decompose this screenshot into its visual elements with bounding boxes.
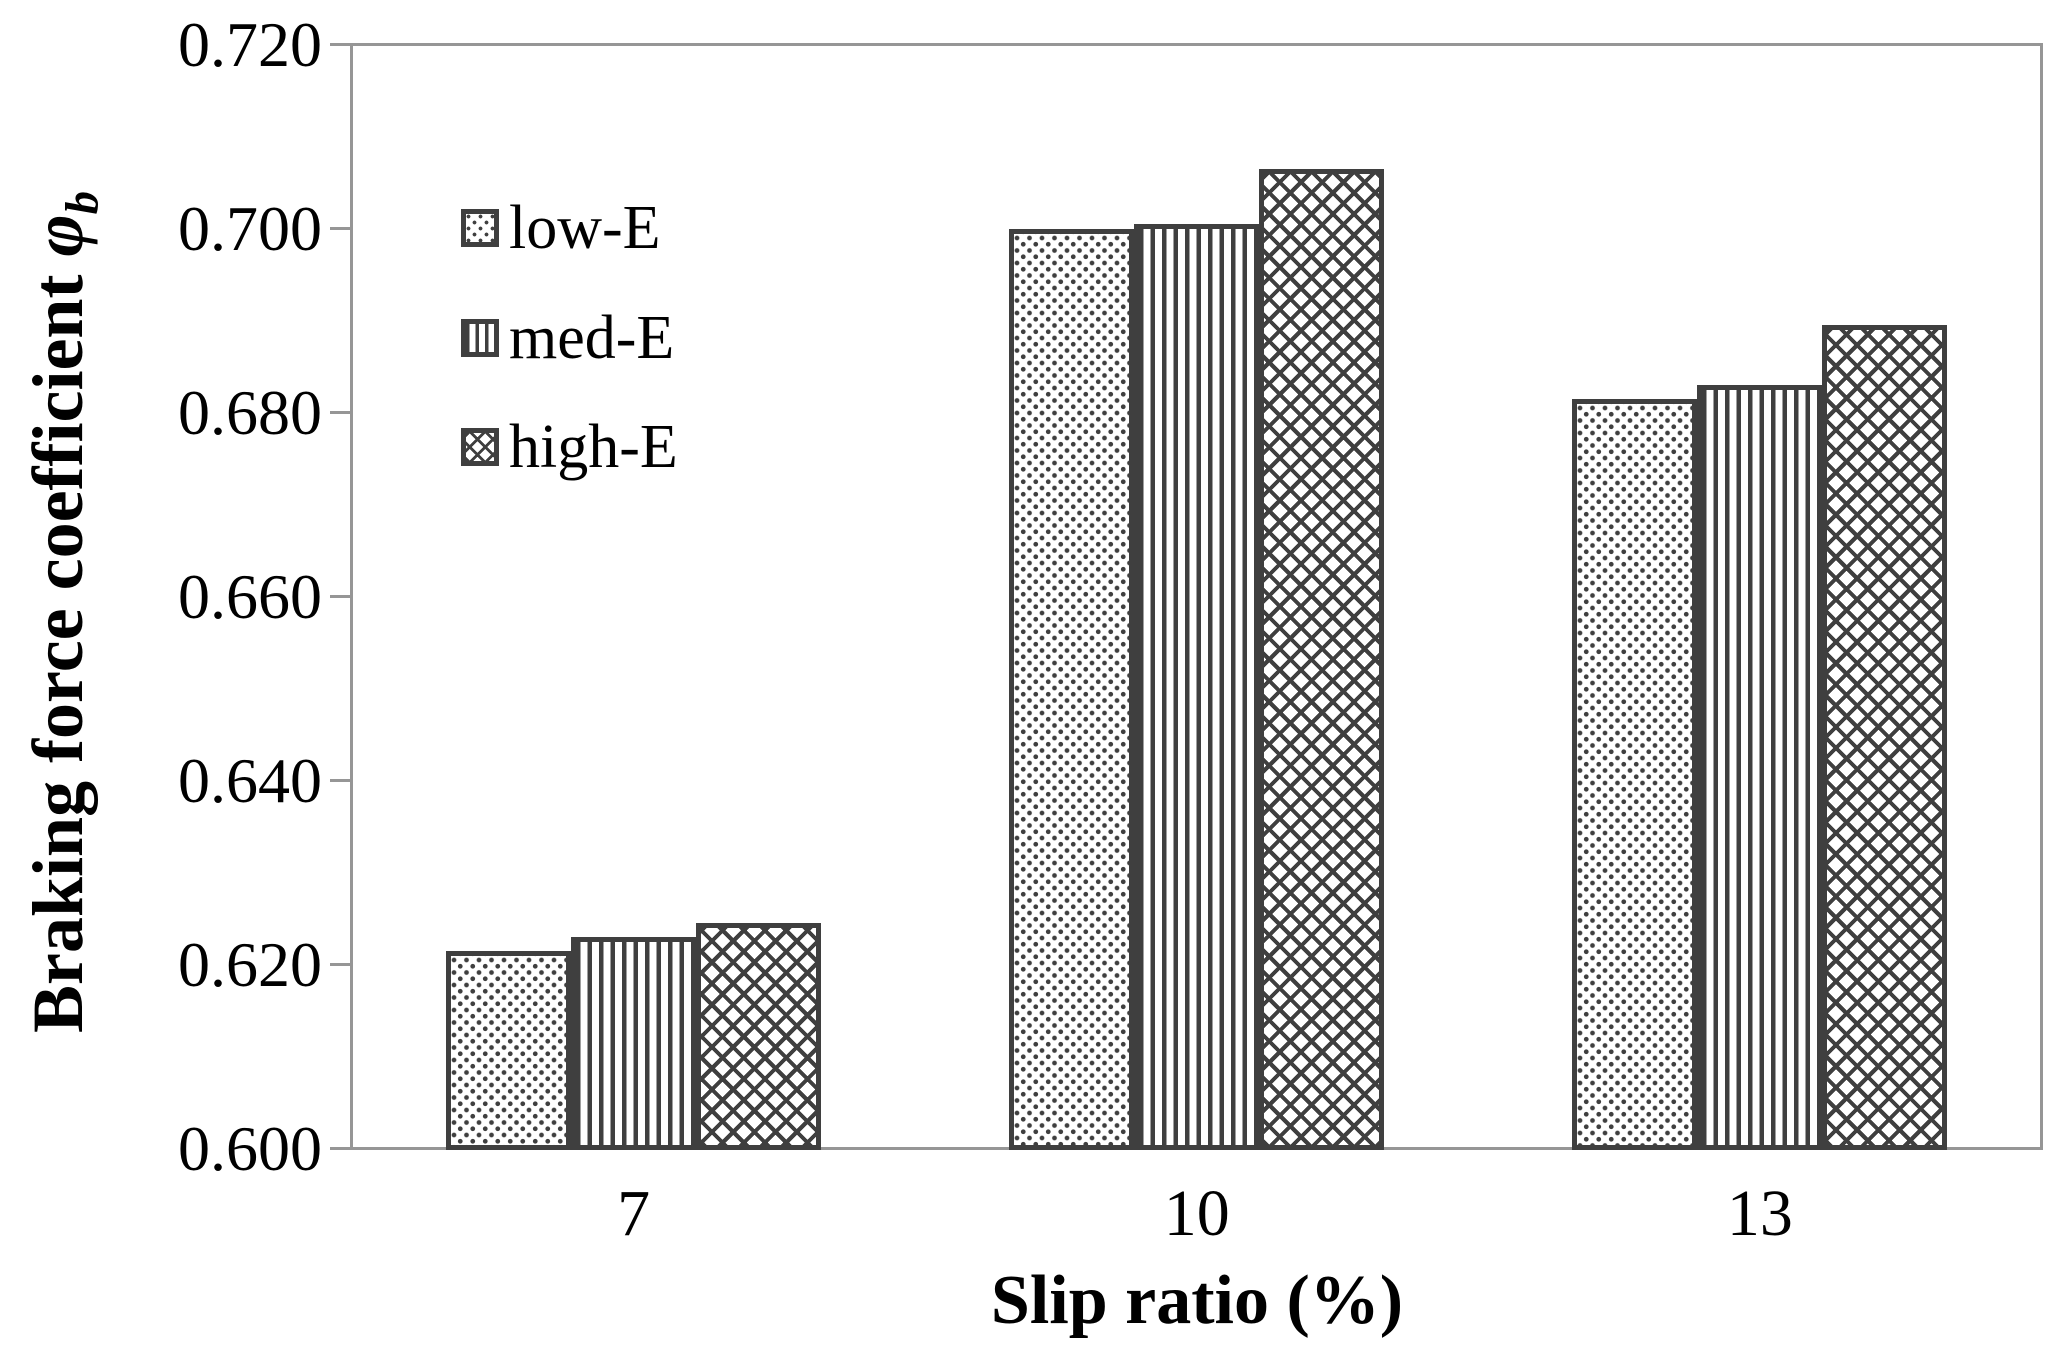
bar-high-E-13 (1822, 325, 1947, 1150)
y-tick-mark-0.660 (330, 595, 352, 598)
bar-low-E-10 (1009, 229, 1134, 1150)
y-tick-mark-0.720 (330, 43, 352, 46)
y-tick-mark-0.600 (330, 1147, 352, 1150)
y-tick-mark-0.640 (330, 779, 352, 782)
legend-item-low-E: low-E (461, 197, 661, 259)
x-tick-label-7: 7 (617, 1177, 651, 1250)
bar-med-E-7 (571, 937, 696, 1150)
bar-med-E-10 (1134, 224, 1259, 1150)
y-tick-mark-0.620 (330, 963, 352, 966)
y-tick-label-0.660: 0.660 (178, 560, 322, 632)
bar-high-E-10 (1259, 169, 1384, 1150)
y-tick-mark-0.680 (330, 411, 352, 414)
y-axis-title-text: Braking force coefficient (18, 256, 98, 1033)
legend-label-med-E: med-E (509, 304, 675, 372)
x-tick-label-13: 13 (1726, 1177, 1793, 1250)
y-tick-label-0.640: 0.640 (178, 744, 322, 816)
y-tick-label-0.720: 0.720 (178, 8, 322, 80)
bar-med-E-13 (1697, 385, 1822, 1150)
legend-swatch-high-E (461, 428, 499, 466)
legend-item-med-E: med-E (461, 307, 674, 369)
y-tick-label-0.600: 0.600 (178, 1112, 322, 1184)
y-axis-title: Braking force coefficient φb (18, 191, 108, 1033)
bar-low-E-7 (446, 951, 571, 1150)
legend-label-high-E: high-E (509, 413, 678, 481)
phi-subscript: b (56, 191, 109, 215)
phi-symbol: φ (18, 214, 98, 257)
y-tick-label-0.680: 0.680 (178, 376, 322, 448)
legend-item-high-E: high-E (461, 416, 678, 478)
legend-label-low-E: low-E (509, 194, 661, 262)
legend-swatch-low-E (461, 209, 499, 247)
y-tick-label-0.700: 0.700 (178, 192, 322, 264)
x-axis-title: Slip ratio (%) (990, 1262, 1404, 1339)
bar-high-E-7 (696, 923, 821, 1150)
legend-swatch-med-E (461, 319, 499, 357)
y-tick-label-0.620: 0.620 (178, 928, 322, 1000)
y-tick-mark-0.700 (330, 227, 352, 230)
x-tick-label-10: 10 (1163, 1177, 1230, 1250)
bar-low-E-13 (1572, 399, 1697, 1150)
